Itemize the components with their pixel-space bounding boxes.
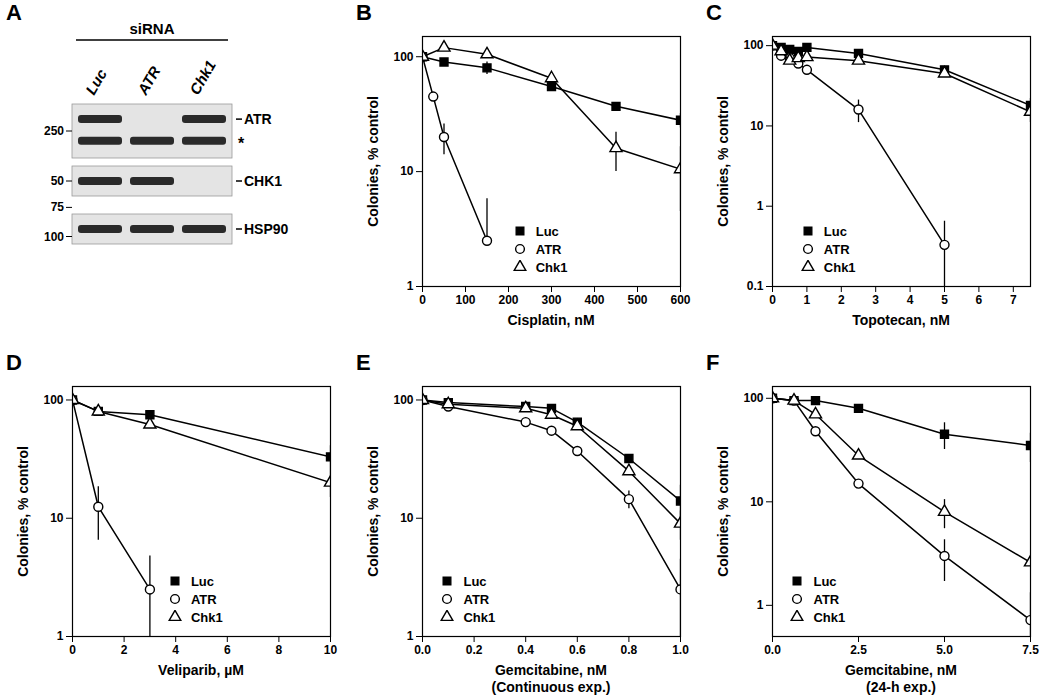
html-text:E: E (356, 350, 371, 375)
svg-text:4: 4 (172, 643, 179, 657)
html-text:Chk1: Chk1 (190, 609, 223, 625)
html-text:C: C (706, 0, 722, 25)
html-text:(Continuous exp.): (Continuous exp.) (491, 679, 611, 695)
svg-text:5.0: 5.0 (936, 643, 953, 657)
svg-text:Chk1: Chk1 (186, 57, 219, 97)
svg-text:1: 1 (57, 629, 64, 643)
svg-text:0.6: 0.6 (569, 643, 586, 657)
svg-text:5: 5 (941, 293, 948, 307)
html-text:Gemcitabine, nM: Gemcitabine, nM (495, 662, 607, 678)
svg-text:250: 250 (44, 124, 64, 138)
svg-text:100: 100 (43, 393, 63, 407)
svg-text:1: 1 (407, 629, 414, 643)
svg-text:1: 1 (804, 293, 811, 307)
html-text:D: D (6, 350, 22, 375)
svg-text:0.0: 0.0 (414, 643, 431, 657)
html-text:Luc: Luc (535, 223, 559, 239)
svg-text:Colonies, % control: Colonies, % control (15, 446, 31, 577)
svg-text:100: 100 (743, 391, 763, 405)
svg-text:400: 400 (584, 293, 604, 307)
svg-text:6: 6 (224, 643, 231, 657)
svg-text:0.2: 0.2 (466, 643, 483, 657)
html-text:A: A (6, 0, 22, 25)
svg-text:4: 4 (907, 293, 914, 307)
html-text:ATR: ATR (535, 241, 562, 257)
svg-text:75: 75 (51, 200, 65, 214)
html-text:Veliparib, µM: Veliparib, µM (158, 662, 244, 678)
svg-text:Colonies, % control: Colonies, % control (365, 96, 381, 227)
svg-text:0: 0 (769, 293, 776, 307)
svg-text:0.4: 0.4 (517, 643, 534, 657)
svg-text:1: 1 (407, 279, 414, 293)
svg-text:0.0: 0.0 (764, 643, 781, 657)
svg-text:10: 10 (324, 643, 338, 657)
svg-text:1: 1 (757, 598, 764, 612)
svg-text:100: 100 (393, 50, 413, 64)
svg-text:2: 2 (838, 293, 845, 307)
html-text:B: B (356, 0, 372, 25)
svg-text:1.0: 1.0 (672, 643, 689, 657)
svg-text:Luc: Luc (82, 65, 110, 97)
svg-text:Colonies, % control: Colonies, % control (715, 446, 731, 577)
html-text:Chk1: Chk1 (813, 609, 846, 625)
html-text:ATR: ATR (463, 591, 490, 607)
svg-text:600: 600 (670, 293, 690, 307)
svg-text:10: 10 (400, 164, 414, 178)
svg-text:100: 100 (44, 230, 64, 244)
svg-text:500: 500 (627, 293, 647, 307)
html-text:ATR: ATR (190, 591, 217, 607)
svg-text:1: 1 (757, 199, 764, 213)
html-text:Luc: Luc (463, 573, 487, 589)
svg-text:siRNA: siRNA (129, 20, 174, 37)
svg-text:6: 6 (976, 293, 983, 307)
svg-text:2.5: 2.5 (850, 643, 867, 657)
html-text:Chk1: Chk1 (535, 259, 568, 275)
html-text:ATR: ATR (823, 241, 850, 257)
svg-text:*: * (238, 135, 245, 152)
svg-text:0: 0 (419, 293, 426, 307)
svg-text:200: 200 (498, 293, 518, 307)
svg-text:10: 10 (750, 495, 764, 509)
svg-text:10: 10 (50, 511, 64, 525)
svg-text:100: 100 (743, 38, 763, 52)
svg-text:7.5: 7.5 (1022, 643, 1039, 657)
html-text:F: F (706, 350, 720, 375)
svg-text:100: 100 (393, 393, 413, 407)
svg-text:CHK1: CHK1 (244, 173, 282, 189)
svg-text:ATR: ATR (244, 111, 272, 127)
svg-text:3: 3 (872, 293, 879, 307)
svg-text:ATR: ATR (133, 63, 163, 98)
svg-text:10: 10 (750, 119, 764, 133)
svg-text:8: 8 (276, 643, 283, 657)
html-text:Luc: Luc (813, 573, 837, 589)
svg-text:300: 300 (541, 293, 561, 307)
svg-text:2: 2 (121, 643, 128, 657)
html-text:Gemcitabine, nM: Gemcitabine, nM (845, 662, 957, 678)
svg-text:7: 7 (1010, 293, 1017, 307)
html-text:Chk1: Chk1 (463, 609, 496, 625)
html-text:Topotecan, nM: Topotecan, nM (852, 312, 950, 328)
svg-text:0.8: 0.8 (621, 643, 638, 657)
svg-text:50: 50 (51, 174, 65, 188)
html-text:Luc: Luc (823, 223, 847, 239)
html-text:Luc: Luc (190, 573, 214, 589)
svg-text:0.1: 0.1 (747, 279, 764, 293)
svg-text:0: 0 (69, 643, 76, 657)
html-text:Cisplatin, nM: Cisplatin, nM (507, 312, 595, 328)
svg-text:HSP90: HSP90 (244, 221, 289, 237)
html-text:ATR: ATR (813, 591, 840, 607)
svg-text:Colonies, % control: Colonies, % control (365, 446, 381, 577)
html-text:Chk1: Chk1 (823, 259, 856, 275)
html-text:(24-h exp.): (24-h exp.) (866, 679, 936, 695)
svg-text:Colonies, % control: Colonies, % control (715, 96, 731, 227)
svg-text:10: 10 (400, 511, 414, 525)
svg-text:100: 100 (455, 293, 475, 307)
